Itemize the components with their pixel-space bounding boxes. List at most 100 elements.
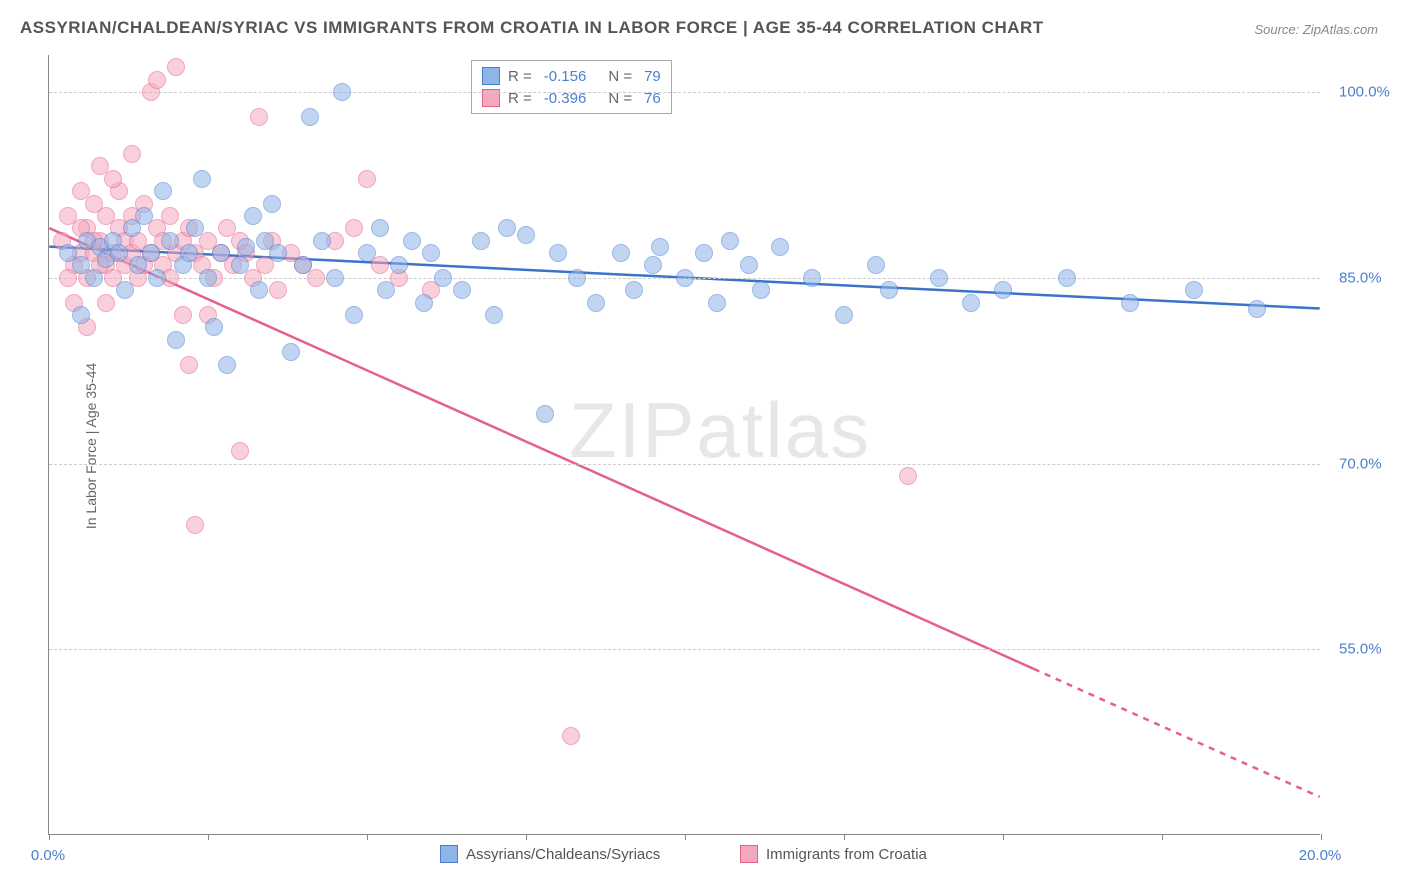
series-a-point bbox=[415, 294, 433, 312]
series-a-point bbox=[695, 244, 713, 262]
legend-swatch bbox=[440, 845, 458, 863]
series-a-point bbox=[237, 238, 255, 256]
y-tick-label: 100.0% bbox=[1339, 84, 1390, 101]
series-b-point bbox=[97, 294, 115, 312]
series-a-point bbox=[72, 306, 90, 324]
series-a-point bbox=[880, 281, 898, 299]
correlation-legend: R =-0.156N =79R =-0.396N =76 bbox=[471, 60, 672, 114]
series-b-point bbox=[358, 170, 376, 188]
series-a-point bbox=[212, 244, 230, 262]
series-b-point bbox=[899, 467, 917, 485]
series-a-point bbox=[625, 281, 643, 299]
x-tick-label: 0.0% bbox=[31, 847, 65, 864]
series-b-point bbox=[167, 58, 185, 76]
series-a-point bbox=[771, 238, 789, 256]
series-b-point bbox=[231, 442, 249, 460]
series-a-point bbox=[721, 232, 739, 250]
series-b-point bbox=[123, 145, 141, 163]
legend-label: Immigrants from Croatia bbox=[766, 846, 927, 863]
series-b-point bbox=[269, 281, 287, 299]
legend-row: R =-0.156N =79 bbox=[482, 65, 661, 87]
series-a-point bbox=[193, 170, 211, 188]
x-tick-label: 20.0% bbox=[1299, 847, 1342, 864]
legend-label: Assyrians/Chaldeans/Syriacs bbox=[466, 846, 660, 863]
series-a-point bbox=[110, 244, 128, 262]
series-a-point bbox=[180, 244, 198, 262]
series-a-point bbox=[587, 294, 605, 312]
series-a-point bbox=[294, 256, 312, 274]
series-a-point bbox=[472, 232, 490, 250]
series-a-point bbox=[422, 244, 440, 262]
series-a-point bbox=[205, 318, 223, 336]
x-tick bbox=[685, 834, 686, 840]
correlation-chart: ASSYRIAN/CHALDEAN/SYRIAC VS IMMIGRANTS F… bbox=[0, 0, 1406, 892]
series-a-point bbox=[930, 269, 948, 287]
series-a-point bbox=[835, 306, 853, 324]
series-a-point bbox=[517, 226, 535, 244]
series-b-point bbox=[174, 306, 192, 324]
series-a-point bbox=[708, 294, 726, 312]
series-a-point bbox=[1058, 269, 1076, 287]
series-a-point bbox=[612, 244, 630, 262]
series-b-point bbox=[250, 108, 268, 126]
series-a-point bbox=[752, 281, 770, 299]
series-a-point bbox=[390, 256, 408, 274]
series-a-point bbox=[803, 269, 821, 287]
series-a-point bbox=[1185, 281, 1203, 299]
series-a-point bbox=[313, 232, 331, 250]
series-a-point bbox=[250, 281, 268, 299]
series-a-point bbox=[199, 269, 217, 287]
series-a-point bbox=[1248, 300, 1266, 318]
x-tick bbox=[526, 834, 527, 840]
series-a-point bbox=[453, 281, 471, 299]
series-b-point bbox=[148, 71, 166, 89]
plot-area: ZIPatlas R =-0.156N =79R =-0.396N =76 55… bbox=[48, 55, 1320, 835]
series-a-point bbox=[326, 269, 344, 287]
r-label: R = bbox=[508, 68, 532, 85]
series-a-point bbox=[377, 281, 395, 299]
x-tick bbox=[844, 834, 845, 840]
series-a-point bbox=[651, 238, 669, 256]
gridline bbox=[49, 464, 1320, 465]
y-tick-label: 55.0% bbox=[1339, 641, 1382, 658]
series-a-point bbox=[358, 244, 376, 262]
series-a-point bbox=[994, 281, 1012, 299]
series-a-point bbox=[167, 331, 185, 349]
x-tick bbox=[1162, 834, 1163, 840]
series-a-point bbox=[485, 306, 503, 324]
series-a-point bbox=[263, 195, 281, 213]
x-tick bbox=[367, 834, 368, 840]
series-b-point bbox=[161, 207, 179, 225]
series-a-point bbox=[568, 269, 586, 287]
series-b-point bbox=[186, 516, 204, 534]
n-value: 79 bbox=[644, 68, 661, 85]
x-tick bbox=[1321, 834, 1322, 840]
series-a-point bbox=[345, 306, 363, 324]
series-b-point bbox=[104, 170, 122, 188]
series-a-point bbox=[867, 256, 885, 274]
source-attribution: Source: ZipAtlas.com bbox=[1254, 22, 1378, 37]
series-a-point bbox=[549, 244, 567, 262]
legend-bottom-item: Assyrians/Chaldeans/Syriacs bbox=[440, 845, 660, 863]
series-a-point bbox=[231, 256, 249, 274]
x-tick bbox=[49, 834, 50, 840]
series-a-point bbox=[740, 256, 758, 274]
legend-row: R =-0.396N =76 bbox=[482, 87, 661, 109]
series-a-point bbox=[403, 232, 421, 250]
y-tick-label: 70.0% bbox=[1339, 455, 1382, 472]
series-a-point bbox=[161, 232, 179, 250]
series-a-point bbox=[676, 269, 694, 287]
watermark: ZIPatlas bbox=[569, 385, 871, 476]
chart-title: ASSYRIAN/CHALDEAN/SYRIAC VS IMMIGRANTS F… bbox=[20, 18, 1044, 38]
trend-line bbox=[1034, 669, 1320, 797]
series-a-point bbox=[148, 269, 166, 287]
series-a-point bbox=[116, 281, 134, 299]
n-label: N = bbox=[608, 68, 632, 85]
series-a-point bbox=[282, 343, 300, 361]
series-a-point bbox=[434, 269, 452, 287]
series-a-point bbox=[301, 108, 319, 126]
series-a-point bbox=[269, 244, 287, 262]
series-a-point bbox=[333, 83, 351, 101]
legend-swatch bbox=[740, 845, 758, 863]
series-b-point bbox=[180, 356, 198, 374]
